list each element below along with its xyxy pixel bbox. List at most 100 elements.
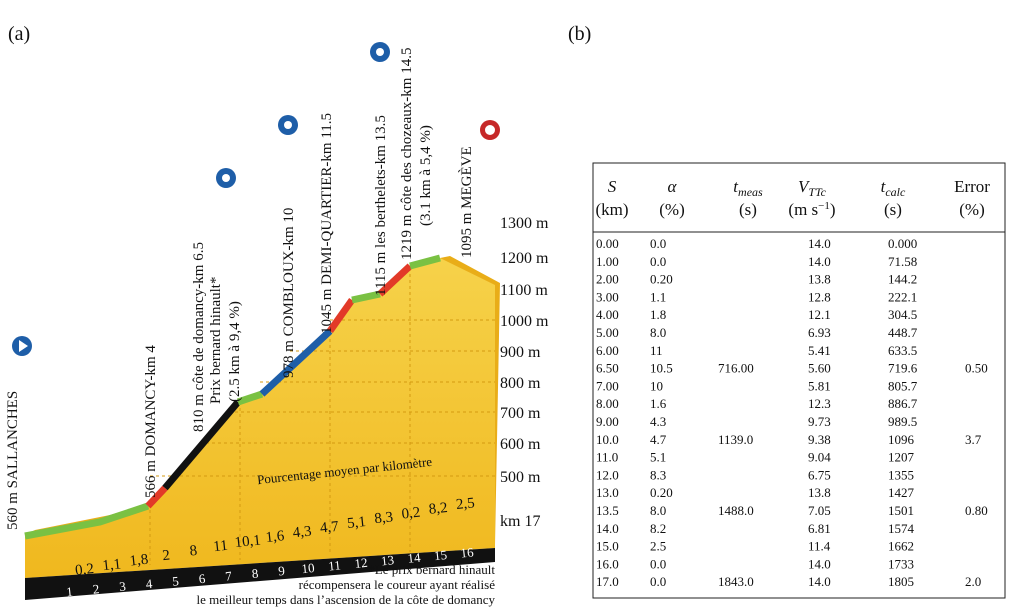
table-cell: 13.5 [596,503,619,518]
table-cell: 12.8 [808,289,831,304]
place-label: 810 m côte de domancy-km 6.5 [191,242,207,432]
table-cell: 10.0 [596,432,619,447]
table-cell: 13.0 [596,485,619,500]
table-cell: 6.93 [808,325,831,340]
altitude-label: 1200 m [500,250,549,267]
altitude-label: 800 m [500,375,541,392]
table-cell: 12.1 [808,307,831,322]
header-unit-text: (s) [884,200,902,219]
table-cell: 6.75 [808,467,831,482]
place-label: 978 m COMBLOUX-km 10 [281,208,297,378]
profile-face [25,258,495,578]
table-cell: 1805 [888,574,914,589]
altitude-label: 1100 m [500,282,548,299]
panel-label: (b) [568,23,591,45]
header-unit: (m s−1) [788,200,835,219]
table-cell: 2.00 [596,272,619,287]
table-cell: 5.60 [808,361,831,376]
table-cell: 8.0 [650,325,666,340]
altitude-label: 1300 m [500,215,549,232]
table-cell: 1.6 [650,396,667,411]
altitude-label: 500 m [500,469,541,486]
percentage: 1,8 [129,552,149,570]
table-cell: 144.2 [888,272,917,287]
place-label: (2.5 km à 9,4 %) [227,301,243,402]
table-cell: 448.7 [888,325,918,340]
altitude-label: 1000 m [500,313,549,330]
table-cell: 14.0 [808,574,831,589]
header-unit: (%) [659,200,684,219]
percentage: 2,5 [455,495,475,513]
table-cell: 13.8 [808,485,831,500]
km-number: 16 [460,544,475,560]
table-cell: 4.3 [650,414,666,429]
table-cell: 12.3 [808,396,831,411]
table-cell: 9.73 [808,414,831,429]
percentage: 0,2 [74,561,94,579]
table-cell: 0.20 [650,485,673,500]
table-cell: 13.8 [808,272,831,287]
table-cell: 8.0 [650,503,666,518]
percentage: 11 [213,538,229,555]
header-symbol: tcalc [881,177,906,199]
panel-label: (a) [8,23,30,45]
header-unit-text: (s) [739,200,757,219]
header-superscript: −1 [818,200,830,212]
footnote: récompensera le coureur ayant réalisé [299,577,496,592]
header-unit-text: (%) [959,200,984,219]
table-cell: 1.1 [650,289,666,304]
table-cell: 6.50 [596,361,619,376]
altitude-label: 600 m [500,436,541,453]
table-cell: 5.1 [650,450,666,465]
header-unit-text: (%) [659,200,684,219]
table-cell: 10 [650,378,663,393]
table-cell: 989.5 [888,414,917,429]
table-cell: 14.0 [808,556,831,571]
table-cell: 10.5 [650,361,673,376]
table-cell: 9.00 [596,414,619,429]
header-symbol: S [608,177,617,196]
table-cell: 719.6 [888,361,918,376]
km-number: 10 [301,560,315,576]
table-cell: 16.0 [596,556,619,571]
table-cell: 7.00 [596,378,619,393]
table-cell: 1488.0 [718,503,754,518]
altitude-label: 900 m [500,344,541,361]
figure: (a) (b) 560 m SALLANCHES566 m DOMANCY-km… [0,0,1013,612]
table-cell: 3.7 [965,432,982,447]
table-cell: 1.00 [596,254,619,269]
table-cell: 0.50 [965,361,988,376]
table-cell: 1139.0 [718,432,753,447]
table-cell: 1574 [888,521,915,536]
header-symbol-text: Error [954,177,990,196]
table-cell: 886.7 [888,396,918,411]
table-cell: 805.7 [888,378,918,393]
header-unit: (s) [739,200,757,219]
table-cell: 14.0 [808,236,831,251]
percentage: 10,1 [234,532,262,551]
place-label: Prix bernard hinault* [208,277,224,404]
table-cell: 6.81 [808,521,831,536]
header-subscript: TTc [808,185,826,199]
table-cell: 6.00 [596,343,619,358]
header-unit: (s) [884,200,902,219]
table-cell: 11.4 [808,539,831,554]
percentage: 8,2 [428,500,448,518]
table-cell: 3.00 [596,289,619,304]
table-cell: 5.41 [808,343,831,358]
table-cell: 1733 [888,556,914,571]
percentage: 4,7 [319,519,340,537]
place-label: 1115 m les berthelets-km 13.5 [373,115,389,296]
table-cell: 17.0 [596,574,619,589]
place-label: 560 m SALLANCHES [5,391,21,530]
footnote: le meilleur temps dans l’ascension de la… [196,592,495,607]
header-unit: (%) [959,200,984,219]
percentage: 1,1 [102,556,122,574]
table-cell: 1355 [888,467,914,482]
table-cell: 716.00 [718,361,754,376]
table-cell: 0.00 [596,236,619,251]
percentage: 5,1 [346,514,366,532]
km-number: 11 [328,557,342,573]
table-cell: 0.0 [650,556,666,571]
table-cell: 2.0 [965,574,981,589]
